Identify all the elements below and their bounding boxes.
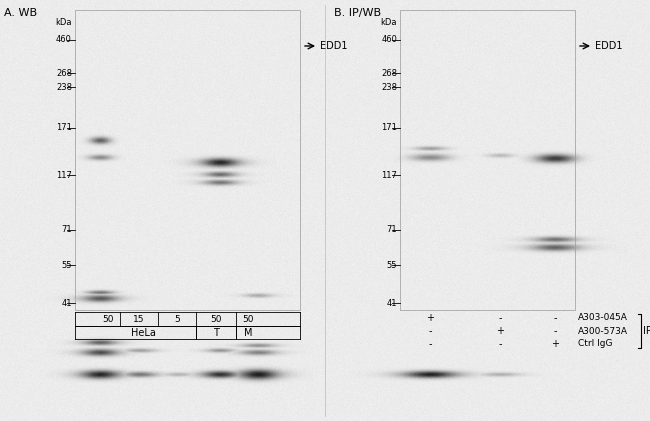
Text: 117: 117 [381, 171, 397, 179]
Text: EDD1: EDD1 [595, 41, 623, 51]
Bar [400, 10, 575, 310]
Text: -: - [553, 313, 557, 323]
Text: 71: 71 [386, 226, 397, 234]
Text: +: + [551, 339, 559, 349]
Text: 268: 268 [381, 69, 397, 77]
Text: IP: IP [643, 326, 650, 336]
Text: B. IP/WB: B. IP/WB [334, 8, 381, 18]
Text: 71: 71 [61, 226, 72, 234]
Text: T: T [213, 328, 219, 338]
Text: 41: 41 [387, 298, 397, 307]
Text: +: + [426, 313, 434, 323]
Text: 171: 171 [381, 123, 397, 133]
Text: EDD1: EDD1 [320, 41, 348, 51]
Text: -: - [499, 313, 502, 323]
Text: 55: 55 [62, 261, 72, 269]
Text: 50: 50 [210, 314, 222, 323]
Text: 15: 15 [133, 314, 145, 323]
Text: -: - [428, 339, 432, 349]
Text: -: - [499, 339, 502, 349]
Text: 460: 460 [381, 35, 397, 45]
Text: 50: 50 [102, 314, 114, 323]
Text: 55: 55 [387, 261, 397, 269]
Text: 41: 41 [62, 298, 72, 307]
Text: 171: 171 [56, 123, 72, 133]
Text: A. WB: A. WB [4, 8, 37, 18]
Text: M: M [244, 328, 252, 338]
Text: 50: 50 [242, 314, 254, 323]
Text: 238: 238 [381, 83, 397, 91]
Text: kDa: kDa [55, 18, 72, 27]
Text: HeLa: HeLa [131, 328, 155, 338]
Text: 268: 268 [56, 69, 72, 77]
Text: 5: 5 [174, 314, 180, 323]
Text: kDa: kDa [380, 18, 397, 27]
Text: -: - [553, 326, 557, 336]
Text: A300-573A: A300-573A [578, 327, 628, 336]
Text: 117: 117 [56, 171, 72, 179]
Text: 460: 460 [56, 35, 72, 45]
Text: A303-045A: A303-045A [578, 314, 628, 322]
Text: Ctrl IgG: Ctrl IgG [578, 339, 612, 349]
Text: -: - [428, 326, 432, 336]
Text: +: + [496, 326, 504, 336]
Bar [75, 10, 300, 310]
Text: 238: 238 [56, 83, 72, 91]
